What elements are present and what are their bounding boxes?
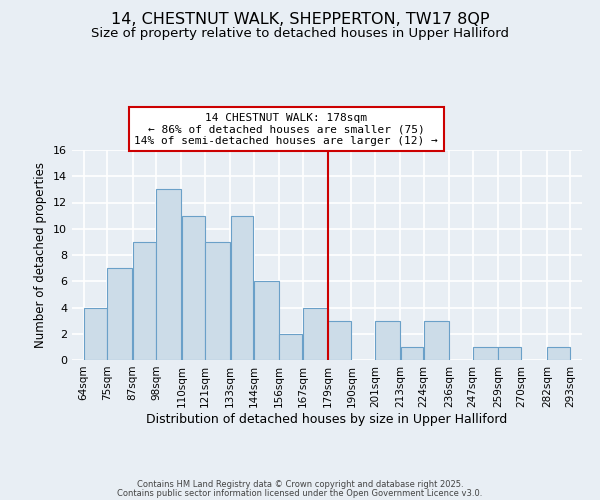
Bar: [473, 347, 498, 360]
Text: Contains HM Land Registry data © Crown copyright and database right 2025.: Contains HM Land Registry data © Crown c…: [137, 480, 463, 489]
Bar: [133, 242, 156, 360]
Y-axis label: Number of detached properties: Number of detached properties: [34, 162, 47, 348]
Bar: [205, 242, 230, 360]
Bar: [547, 347, 570, 360]
Bar: [401, 347, 424, 360]
Text: Contains public sector information licensed under the Open Government Licence v3: Contains public sector information licen…: [118, 489, 482, 498]
Bar: [424, 320, 449, 360]
Bar: [375, 320, 400, 360]
Bar: [328, 320, 351, 360]
Bar: [280, 334, 302, 360]
Bar: [156, 190, 181, 360]
Text: 14, CHESTNUT WALK, SHEPPERTON, TW17 8QP: 14, CHESTNUT WALK, SHEPPERTON, TW17 8QP: [111, 12, 489, 28]
Bar: [303, 308, 328, 360]
X-axis label: Distribution of detached houses by size in Upper Halliford: Distribution of detached houses by size …: [146, 412, 508, 426]
Bar: [107, 268, 133, 360]
Text: Size of property relative to detached houses in Upper Halliford: Size of property relative to detached ho…: [91, 28, 509, 40]
Bar: [84, 308, 107, 360]
Bar: [182, 216, 205, 360]
Bar: [254, 281, 279, 360]
Bar: [230, 216, 253, 360]
Bar: [498, 347, 521, 360]
Text: 14 CHESTNUT WALK: 178sqm
← 86% of detached houses are smaller (75)
14% of semi-d: 14 CHESTNUT WALK: 178sqm ← 86% of detach…: [134, 112, 438, 146]
